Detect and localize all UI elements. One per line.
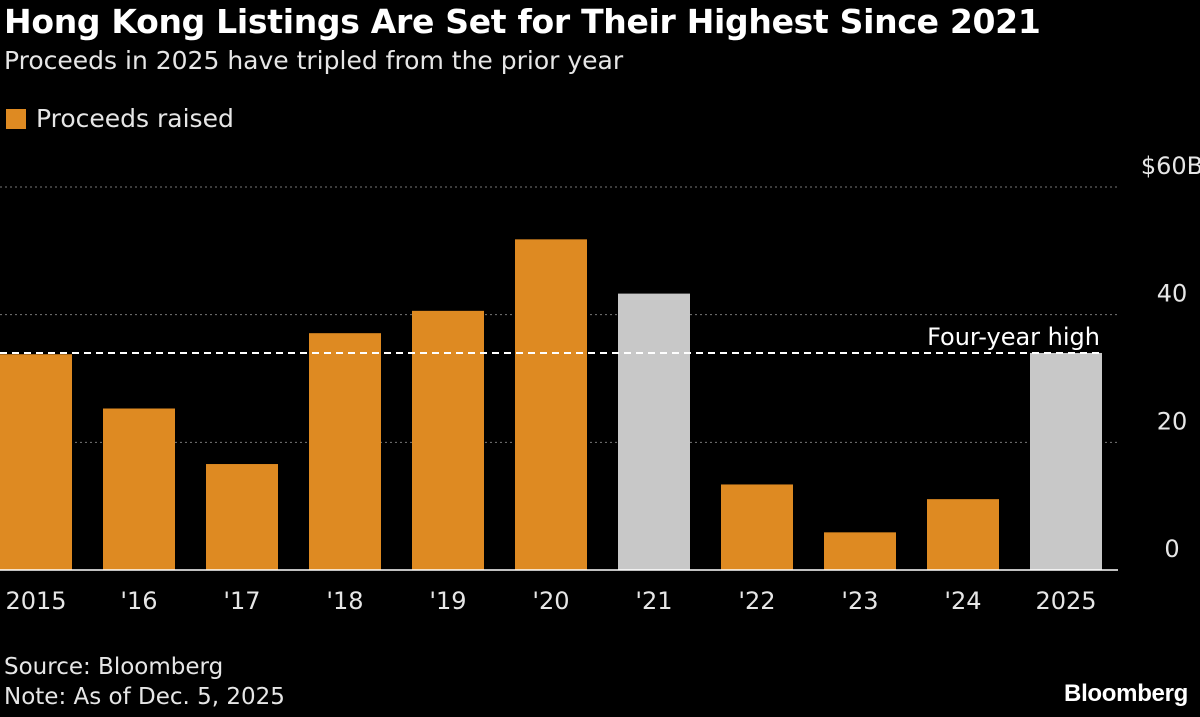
x-tick-label: '23 — [841, 587, 878, 615]
date-note: Note: As of Dec. 5, 2025 — [4, 684, 285, 710]
bar — [1030, 352, 1102, 570]
x-tick-label: '20 — [532, 587, 569, 615]
bar — [412, 310, 484, 570]
x-tick-label: '24 — [944, 587, 981, 615]
bar — [927, 499, 999, 570]
y-tick-label: 20 — [1157, 407, 1188, 435]
bloomberg-logo: Bloomberg — [1064, 680, 1188, 707]
chart-subtitle: Proceeds in 2025 have tripled from the p… — [4, 46, 624, 75]
bar — [824, 532, 896, 570]
legend-swatch — [6, 108, 26, 129]
x-tick-label: '21 — [635, 587, 672, 615]
y-tick-label: 40 — [1157, 280, 1188, 308]
bar — [103, 408, 175, 570]
x-tick-label: '22 — [738, 587, 775, 615]
bar-chart: 0 20 40 $60B 2015 '16 '17 '18 '19 '20 '21 '22 '23 '24… — [0, 152, 1200, 615]
chart-title: Hong Kong Listings Are Set for Their Hig… — [4, 2, 1041, 41]
x-tick-label: 2015 — [5, 587, 66, 615]
legend-label: Proceeds raised — [36, 104, 234, 133]
x-tick-label: '18 — [326, 587, 363, 615]
bar — [206, 464, 278, 570]
legend: Proceeds raised — [6, 104, 234, 133]
bar — [721, 484, 793, 570]
bar — [0, 354, 72, 570]
y-tick-label: $60B — [1141, 152, 1200, 180]
x-tick-label: '17 — [223, 587, 260, 615]
bar — [618, 293, 690, 570]
y-tick-label: 0 — [1164, 535, 1179, 563]
reference-line-label: Four-year high — [927, 323, 1100, 351]
source-note: Source: Bloomberg — [4, 654, 224, 680]
bar — [309, 333, 381, 570]
x-tick-label: '16 — [120, 587, 157, 615]
x-tick-label: '19 — [429, 587, 466, 615]
bar — [515, 239, 587, 571]
x-tick-label: 2025 — [1035, 587, 1096, 615]
